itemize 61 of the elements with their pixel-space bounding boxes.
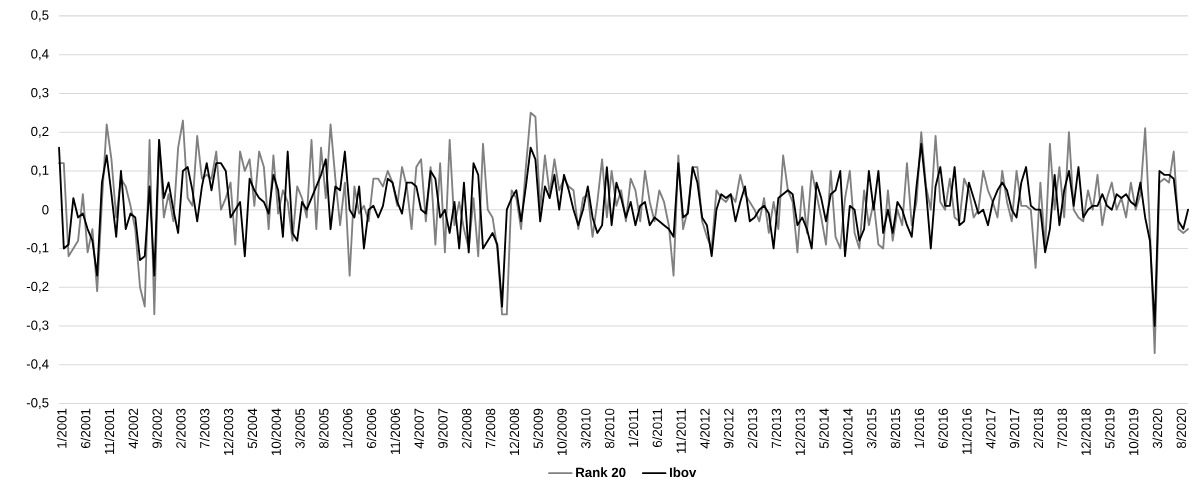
x-tick-label: 3/2020 <box>1152 408 1163 449</box>
x-tick-label: 10/2009 <box>557 408 567 456</box>
y-tick-label: -0,5 <box>26 398 49 410</box>
x-tick-label: 1/2011 <box>628 408 639 447</box>
y-tick-label: 0,4 <box>31 49 49 61</box>
x-tick-label: 4/2012 <box>699 408 710 449</box>
x-tick-label: 11/2016 <box>961 408 972 455</box>
x-tick-label: 11/2006 <box>390 408 401 455</box>
x-tick-label: 9/2007 <box>437 408 448 449</box>
x-tick-label: 5/2014 <box>819 408 829 449</box>
x-tick-label: 3/2015 <box>866 408 877 449</box>
y-tick-label: -0,1 <box>26 243 49 254</box>
x-tick-label: 11/2011 <box>676 408 686 454</box>
x-tick-label: 6/2011 <box>652 408 663 448</box>
y-tick-label: -0,4 <box>26 359 49 371</box>
x-tick-label: 7/2018 <box>1057 408 1067 449</box>
x-tick-label: 10/2019 <box>1128 408 1139 456</box>
y-tick-label: 0,5 <box>31 10 49 22</box>
x-tick-label: 3/2010 <box>580 408 591 449</box>
legend-label: Rank 20 <box>576 467 626 478</box>
x-tick-label: 8/2020 <box>1176 408 1187 449</box>
y-tick-label: -0,3 <box>26 320 49 332</box>
x-tick-label: 12/2008 <box>509 408 520 456</box>
x-tick-label: 10/2004 <box>271 408 281 456</box>
x-tick-label: 2/2003 <box>175 408 186 449</box>
x-tick-label: 10/2014 <box>842 408 853 456</box>
x-tick-label: 12/2003 <box>223 408 234 456</box>
x-tick-label: 7/2013 <box>771 408 782 449</box>
x-tick-label: 7/2003 <box>199 408 210 449</box>
x-tick-label: 9/2017 <box>1009 408 1020 449</box>
x-tick-label: 4/2002 <box>128 408 139 449</box>
x-tick-label: 2/2018 <box>1033 408 1044 449</box>
x-tick-label: 5/2019 <box>1104 408 1115 449</box>
y-tick-label: 0,3 <box>31 87 49 99</box>
x-tick-label: 6/2001 <box>80 408 91 449</box>
y-tick-label: 0 <box>42 205 49 215</box>
x-tick-label: 2/2008 <box>461 408 472 449</box>
x-tick-label: 7/2008 <box>485 408 496 449</box>
x-tick-label: 5/2004 <box>247 408 258 449</box>
y-tick-label: 0,2 <box>31 126 49 138</box>
x-tick-label: 9/2012 <box>723 408 734 449</box>
x-tick-label: 3/2005 <box>295 408 305 449</box>
x-tick-label: 12/2018 <box>1081 408 1091 456</box>
y-tick-label: -0,2 <box>26 281 49 293</box>
x-tick-label: 11/2001 <box>104 408 115 455</box>
x-tick-label: 6/2006 <box>366 408 377 449</box>
legend-label: Ibov <box>669 467 697 478</box>
x-tick-label: 2/2013 <box>747 408 758 449</box>
x-tick-label: 12/2013 <box>795 408 805 456</box>
x-tick-label: 8/2005 <box>318 408 329 449</box>
x-tick-label: 8/2015 <box>890 408 901 449</box>
x-tick-label: 6/2016 <box>938 408 948 449</box>
x-tick-label: 4/2017 <box>985 408 996 449</box>
y-tick-label: 0,1 <box>31 165 49 177</box>
x-tick-label: 4/2007 <box>414 408 424 449</box>
x-tick-label: 9/2002 <box>152 408 162 449</box>
x-tick-label: 1/2006 <box>342 408 353 448</box>
x-tick-label: 8/2010 <box>604 408 615 449</box>
x-tick-label: 1/2016 <box>914 408 925 448</box>
x-tick-label: 1/2001 <box>56 408 67 448</box>
x-tick-label: 5/2009 <box>533 408 543 449</box>
